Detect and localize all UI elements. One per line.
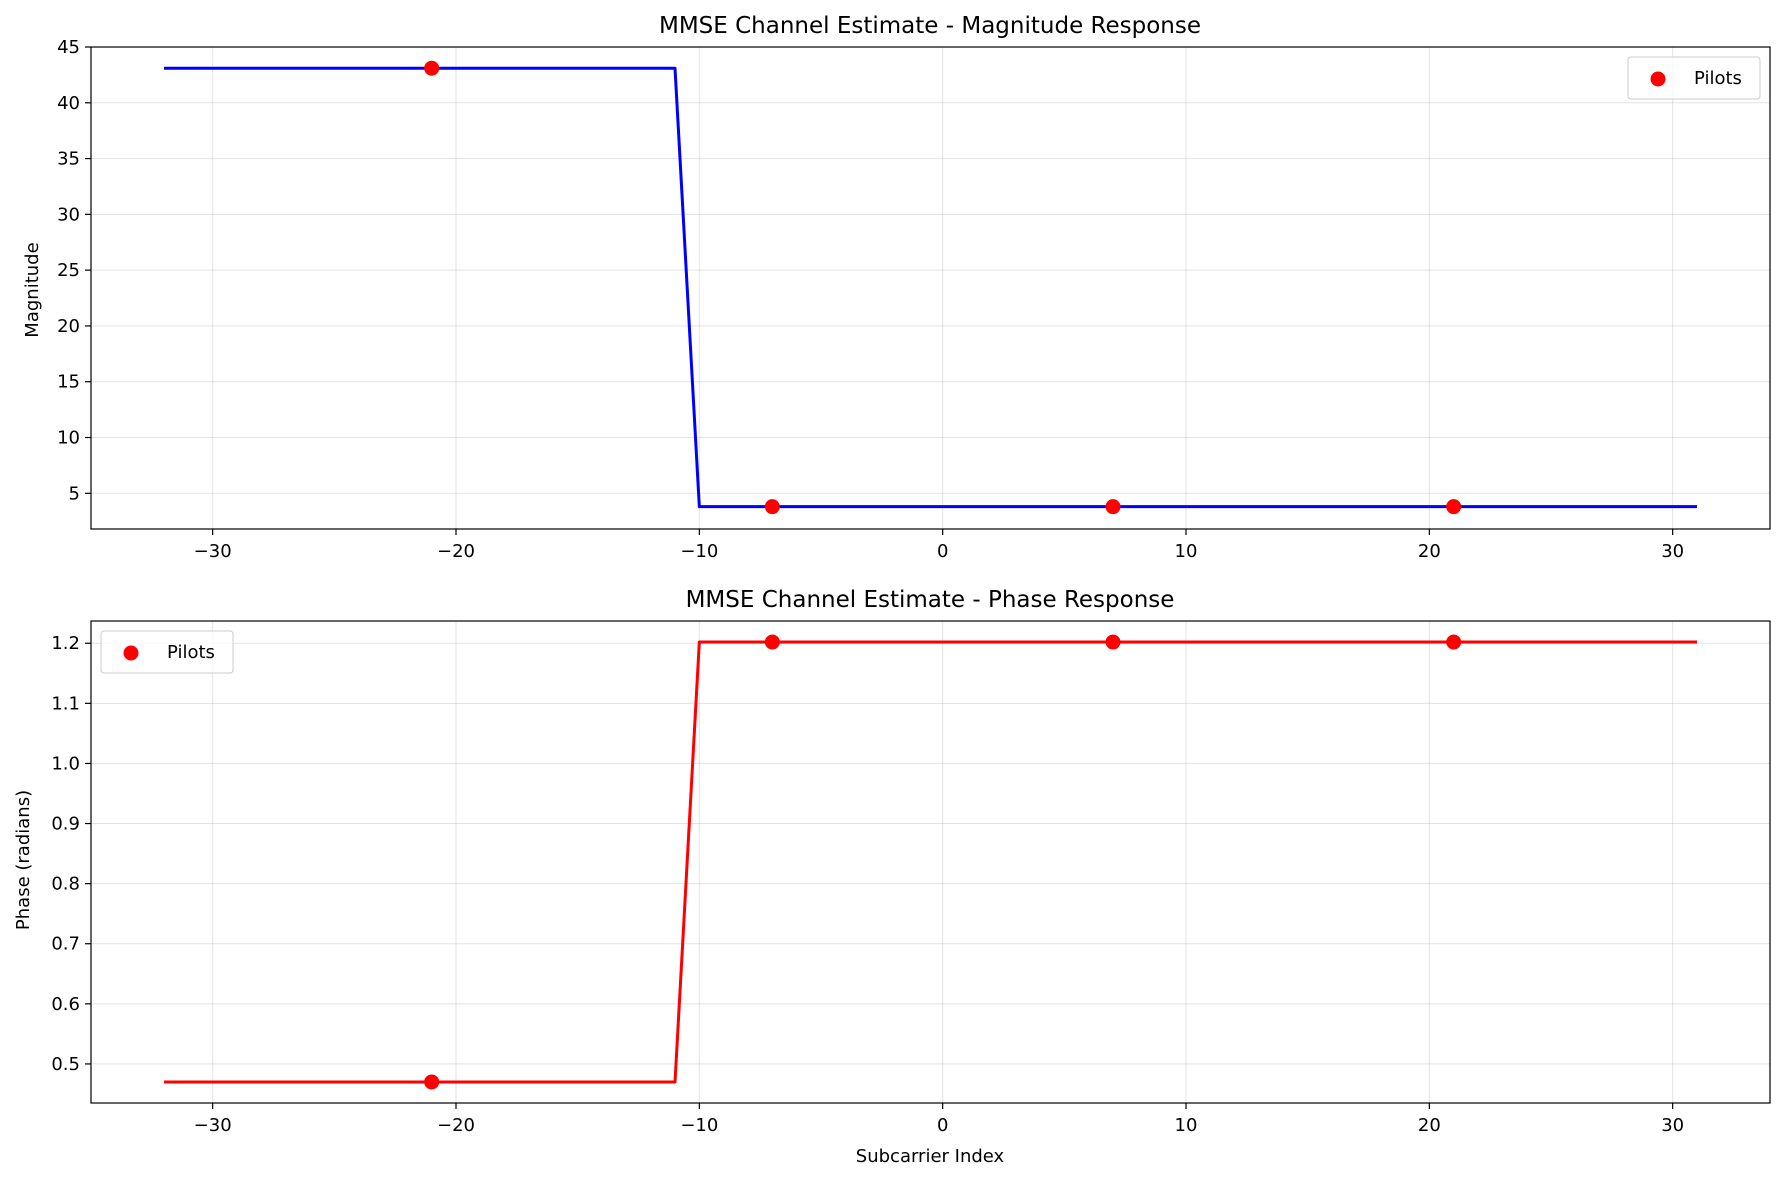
y-axis-label: Phase (radians) — [13, 790, 34, 930]
pilot-point — [1105, 499, 1121, 515]
pilot-point — [1105, 634, 1121, 650]
axes-frame — [90, 620, 1771, 1104]
phase-panel: MMSE Channel Estimate - Phase Response P… — [13, 587, 1771, 1167]
y-tick-label: 0.8 — [51, 874, 80, 895]
legend: Pilots — [1627, 56, 1761, 100]
series-line — [164, 640, 1697, 1084]
y-axis-label: Magnitude — [22, 242, 43, 337]
pilot-point — [764, 634, 780, 650]
axes-frame — [90, 46, 1771, 530]
x-tick-label: 30 — [1661, 541, 1684, 562]
series-line — [164, 66, 1697, 509]
y-tick-label: 25 — [57, 260, 80, 281]
y-tick-label: 1.0 — [51, 753, 80, 774]
x-tick-label: −30 — [194, 541, 232, 562]
pilot-point — [1446, 634, 1462, 650]
pilot-point — [424, 1074, 440, 1090]
y-tick-label: 45 — [57, 37, 80, 58]
legend-box — [1627, 56, 1761, 100]
y-tick-label: 5 — [69, 483, 80, 504]
pilot-point — [764, 499, 780, 515]
y-tick-label: 1.1 — [51, 693, 80, 714]
x-tick-label: 30 — [1661, 1115, 1684, 1136]
chart-title: MMSE Channel Estimate - Magnitude Respon… — [659, 13, 1201, 39]
y-tick-label: 1.2 — [51, 633, 80, 654]
x-tick-label: 10 — [1175, 541, 1198, 562]
pilot-point — [424, 60, 440, 76]
y-tick-label: 10 — [57, 428, 80, 449]
legend-box — [100, 630, 234, 674]
x-tick-label: 20 — [1418, 1115, 1441, 1136]
x-tick-label: −20 — [437, 1115, 475, 1136]
y-tick-label: 40 — [57, 93, 80, 114]
y-tick-label: 0.5 — [51, 1054, 80, 1075]
legend: Pilots — [100, 630, 234, 674]
chart-title: MMSE Channel Estimate - Phase Response — [686, 587, 1175, 613]
y-tick-label: 0.7 — [51, 934, 80, 955]
legend-marker — [1650, 71, 1666, 87]
y-tick-label: 35 — [57, 149, 80, 170]
legend-label: Pilots — [167, 642, 215, 663]
y-tick-label: 30 — [57, 204, 80, 225]
y-tick-label: 15 — [57, 372, 80, 393]
y-tick-label: 0.6 — [51, 994, 80, 1015]
x-tick-label: −30 — [194, 1115, 232, 1136]
x-axis-label: Subcarrier Index — [856, 1146, 1005, 1167]
x-tick-label: −20 — [437, 541, 475, 562]
y-tick-label: 20 — [57, 316, 80, 337]
x-tick-label: 10 — [1175, 1115, 1198, 1136]
x-tick-label: 20 — [1418, 541, 1441, 562]
legend-label: Pilots — [1694, 68, 1742, 89]
x-tick-label: 0 — [937, 541, 948, 562]
magnitude-panel: MMSE Channel Estimate - Magnitude Respon… — [22, 13, 1771, 562]
x-tick-label: −10 — [680, 541, 718, 562]
y-tick-label: 0.9 — [51, 814, 80, 835]
pilot-point — [1446, 499, 1462, 515]
x-tick-label: 0 — [937, 1115, 948, 1136]
x-tick-label: −10 — [680, 1115, 718, 1136]
legend-marker — [123, 645, 139, 661]
